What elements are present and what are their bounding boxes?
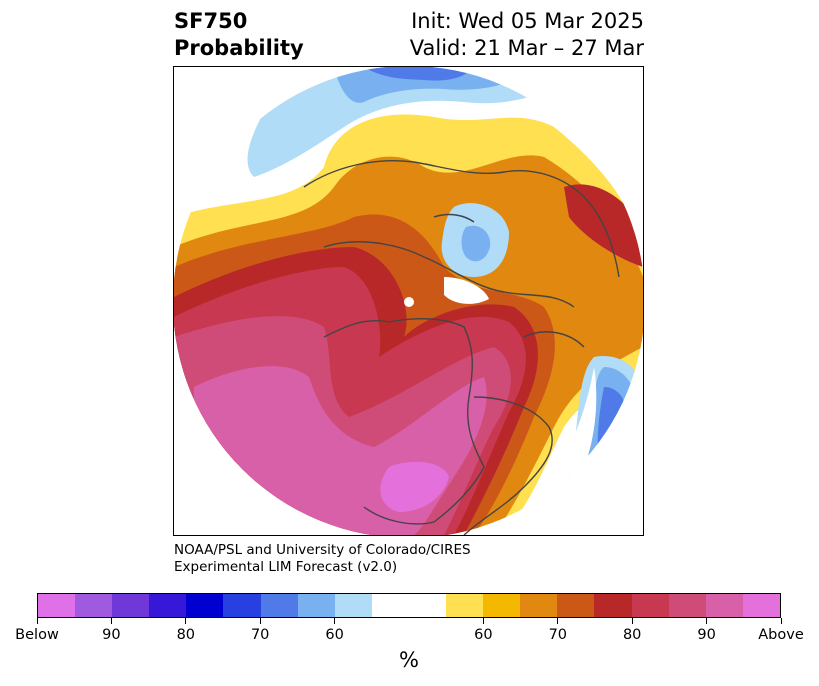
colorbar-tick-label: 60 [325, 627, 344, 643]
colorbar-segment [594, 594, 632, 617]
colorbar-unit: % [399, 648, 419, 672]
colorbar-tick [780, 618, 782, 624]
colorbar-segment [371, 594, 447, 617]
credit-line-2: Experimental LIM Forecast (v2.0) [174, 559, 398, 575]
colorbar-tick [557, 618, 559, 624]
colorbar-segment [742, 594, 780, 617]
colorbar-segment [75, 594, 113, 617]
below-70-region-atlantic [597, 387, 627, 467]
colorbar-tick [259, 618, 261, 624]
title-block-right: Init: Wed 05 Mar 2025 Valid: 21 Mar – 27… [410, 8, 644, 62]
colorbar-tick [110, 618, 112, 624]
colorbar-segment [705, 594, 743, 617]
colorbar-tick-label: 60 [474, 627, 493, 643]
colorbar-segment [483, 594, 521, 617]
colorbar-tick-label: 90 [697, 627, 716, 643]
colorbar-tick [334, 618, 336, 624]
probability-field [174, 67, 643, 535]
credit-block: NOAA/PSL and University of Colorado/CIRE… [174, 542, 471, 576]
colorbar-tick [631, 618, 633, 624]
colorbar-tick [482, 618, 484, 624]
colorbar-tick-label: Above [758, 627, 804, 643]
colorbar-segment [557, 594, 595, 617]
colorbar-tick-label: 90 [102, 627, 121, 643]
metric-title: Probability [174, 36, 304, 60]
colorbar-segment [520, 594, 558, 617]
colorbar-segment [38, 594, 76, 617]
north-pole-marker [404, 297, 414, 307]
colorbar-segment [631, 594, 669, 617]
colorbar-tick-label: 80 [622, 627, 642, 643]
colorbar-segment [112, 594, 150, 617]
credit-line-1: NOAA/PSL and University of Colorado/CIRE… [174, 542, 471, 558]
colorbar-tick-label: 70 [250, 627, 270, 643]
colorbar-segment [446, 594, 484, 617]
below-70-region-north [364, 67, 474, 81]
colorbar-segment [149, 594, 187, 617]
variable-title: SF750 [174, 9, 248, 33]
colorbar-tick [185, 618, 187, 624]
colorbar-segment [668, 594, 706, 617]
colorbar-segment [186, 594, 224, 617]
above-max-region [380, 461, 449, 512]
colorbar-tick-label: 80 [176, 627, 196, 643]
colorbar-tick [36, 618, 38, 624]
colorbar-segment [297, 594, 335, 617]
below-60-region-north [247, 67, 574, 177]
colorbar-segment [260, 594, 298, 617]
title-block-left: SF750 Probability [174, 8, 304, 62]
below-65-region-arctic [461, 225, 491, 262]
colorbar-tick [706, 618, 708, 624]
init-date: Init: Wed 05 Mar 2025 [411, 9, 644, 33]
colorbar-segment [334, 594, 372, 617]
colorbar-tick-label: Below [15, 627, 59, 643]
white-gap-arctic [444, 277, 489, 304]
colorbar-segment [223, 594, 261, 617]
valid-range: Valid: 21 Mar – 27 Mar [409, 36, 644, 60]
colorbar [37, 593, 781, 618]
polar-map [174, 67, 643, 535]
coastlines [303, 160, 620, 535]
map-panel [173, 66, 644, 536]
colorbar-tick-label: 70 [548, 627, 568, 643]
